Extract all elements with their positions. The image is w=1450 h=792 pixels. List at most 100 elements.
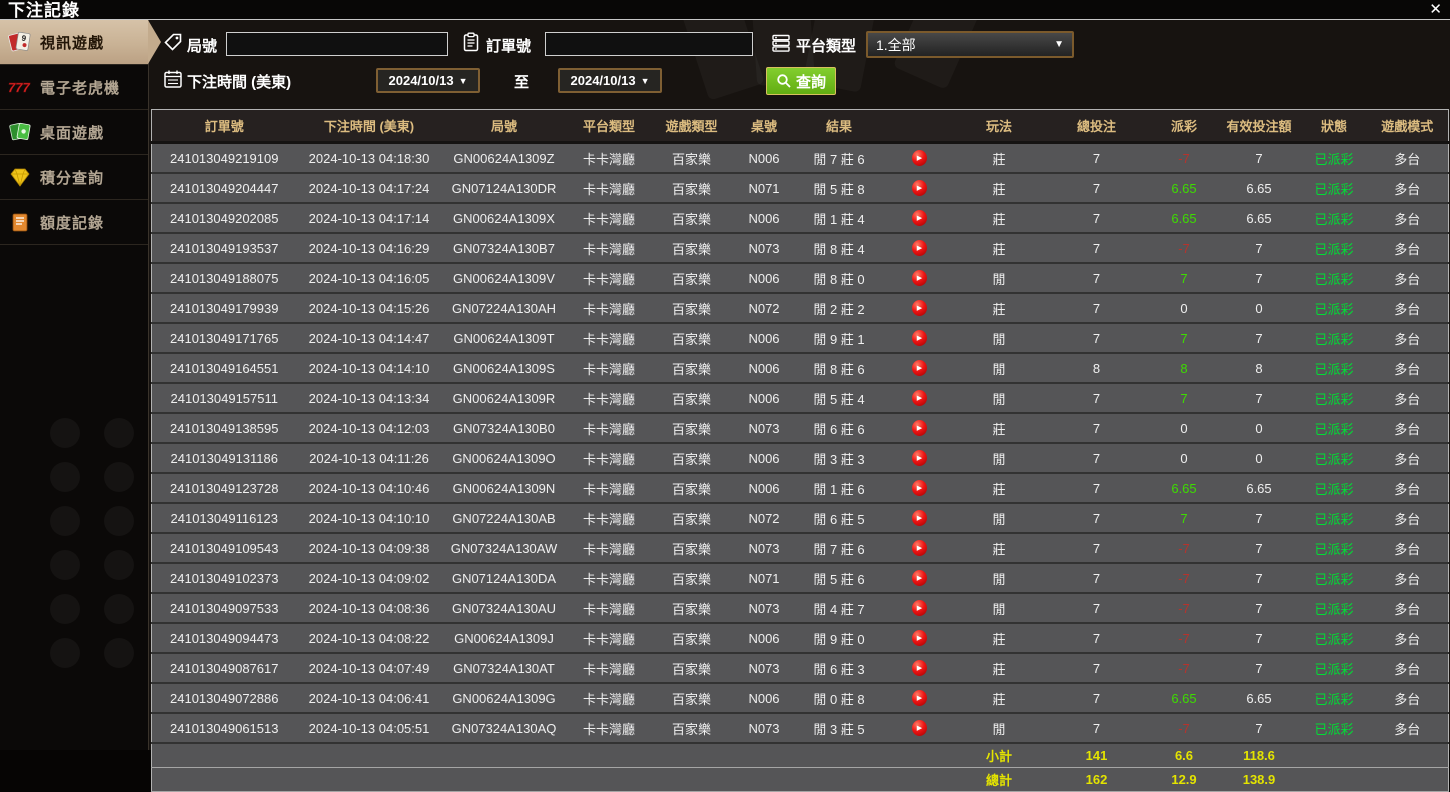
cell-round-no: GN00624A1309T bbox=[441, 323, 567, 354]
cell-table-no: N006 bbox=[731, 473, 797, 504]
cell-platform-type: 卡卡灣廳 bbox=[566, 653, 652, 684]
play-icon: ▶ bbox=[916, 394, 923, 402]
play-button[interactable]: ▶ bbox=[911, 600, 927, 616]
cell-play-type: 莊 bbox=[956, 653, 1042, 684]
cell-status: 已派彩 bbox=[1301, 383, 1367, 414]
cell-valid-bet: 7 bbox=[1216, 503, 1302, 534]
play-button[interactable]: ▶ bbox=[911, 300, 927, 316]
cell-platform-type: 卡卡灣廳 bbox=[566, 623, 652, 654]
table-row: 241013049204447 2024-10-13 04:17:24 GN0712… bbox=[151, 173, 1449, 204]
cell-platform-type: 卡卡灣廳 bbox=[566, 263, 652, 294]
play-button[interactable]: ▶ bbox=[911, 270, 927, 286]
cell-result: 閒 6 莊 6 bbox=[796, 413, 882, 444]
sidebar-item-slots[interactable]: 777 電子老虎機 bbox=[0, 65, 148, 110]
cell-table-no: N006 bbox=[731, 203, 797, 234]
play-button[interactable]: ▶ bbox=[911, 210, 927, 226]
cell-total-bet: 7 bbox=[1041, 563, 1152, 594]
cell-replay: ▶ bbox=[881, 443, 957, 474]
grand-total-valid-bet: 138.9 bbox=[1216, 767, 1302, 792]
cell-play-type: 莊 bbox=[956, 233, 1042, 264]
cell-order-no: 241013049072886 bbox=[151, 683, 297, 714]
column-header: 玩法 bbox=[956, 109, 1042, 144]
cell-game-mode: 多台 bbox=[1366, 142, 1449, 174]
column-header: 訂單號 bbox=[151, 109, 297, 144]
cell-game-type: 百家樂 bbox=[651, 173, 732, 204]
play-button[interactable]: ▶ bbox=[911, 420, 927, 436]
play-button[interactable]: ▶ bbox=[911, 540, 927, 556]
grand-total-spacer bbox=[1301, 767, 1449, 792]
column-header: 局號 bbox=[441, 109, 567, 144]
sidebar-item-credit[interactable]: 額度記錄 bbox=[0, 200, 148, 245]
cell-game-mode: 多台 bbox=[1366, 353, 1449, 384]
date-to-value: 2024/10/13 bbox=[570, 73, 636, 88]
cell-bet-time: 2024-10-13 04:10:10 bbox=[296, 503, 442, 534]
cell-bet-time: 2024-10-13 04:12:03 bbox=[296, 413, 442, 444]
cell-round-no: GN07224A130AH bbox=[441, 293, 567, 324]
cell-bet-time: 2024-10-13 04:13:34 bbox=[296, 383, 442, 414]
cell-result: 閒 9 莊 1 bbox=[796, 323, 882, 354]
cell-order-no: 241013049061513 bbox=[151, 713, 297, 744]
table-row: 241013049131186 2024-10-13 04:11:26 GN0062… bbox=[151, 443, 1449, 474]
play-button[interactable]: ▶ bbox=[911, 720, 927, 736]
cell-result: 閒 4 莊 7 bbox=[796, 593, 882, 624]
play-icon: ▶ bbox=[916, 484, 923, 492]
play-icon: ▶ bbox=[916, 664, 923, 672]
play-button[interactable]: ▶ bbox=[911, 150, 927, 166]
cell-status: 已派彩 bbox=[1301, 683, 1367, 714]
play-button[interactable]: ▶ bbox=[911, 450, 927, 466]
play-button[interactable]: ▶ bbox=[911, 240, 927, 256]
close-button[interactable]: ✕ bbox=[1429, 1, 1442, 18]
cell-valid-bet: 7 bbox=[1216, 383, 1302, 414]
order-filter-label: 訂單號 bbox=[486, 38, 532, 55]
cell-play-type: 莊 bbox=[956, 293, 1042, 324]
platform-select[interactable]: 1.全部 ▼ bbox=[866, 31, 1074, 58]
grand-total-payout: 12.9 bbox=[1151, 767, 1217, 792]
cell-replay: ▶ bbox=[881, 353, 957, 384]
cell-order-no: 241013049138595 bbox=[151, 413, 297, 444]
play-icon: ▶ bbox=[916, 544, 923, 552]
cell-table-no: N006 bbox=[731, 353, 797, 384]
cell-valid-bet: 6.65 bbox=[1216, 203, 1302, 234]
play-button[interactable]: ▶ bbox=[911, 360, 927, 376]
cell-table-no: N006 bbox=[731, 683, 797, 714]
slot-777-icon: 777 bbox=[7, 75, 33, 99]
play-button[interactable]: ▶ bbox=[911, 660, 927, 676]
play-button[interactable]: ▶ bbox=[911, 510, 927, 526]
cell-game-mode: 多台 bbox=[1366, 443, 1449, 474]
table-row: 241013049072886 2024-10-13 04:06:41 GN0062… bbox=[151, 683, 1449, 714]
cell-game-type: 百家樂 bbox=[651, 263, 732, 294]
cell-bet-time: 2024-10-13 04:18:30 bbox=[296, 142, 442, 174]
play-button[interactable]: ▶ bbox=[911, 630, 927, 646]
date-from-picker[interactable]: 2024/10/13 ▼ bbox=[376, 68, 480, 93]
cell-game-mode: 多台 bbox=[1366, 203, 1449, 234]
play-button[interactable]: ▶ bbox=[911, 480, 927, 496]
cell-status: 已派彩 bbox=[1301, 353, 1367, 384]
search-button[interactable]: 查詢 bbox=[766, 67, 837, 95]
play-button[interactable]: ▶ bbox=[911, 690, 927, 706]
sidebar-item-table-games[interactable]: 桌面遊戲 bbox=[0, 110, 148, 155]
cell-table-no: N006 bbox=[731, 443, 797, 474]
cell-replay: ▶ bbox=[881, 653, 957, 684]
play-button[interactable]: ▶ bbox=[911, 330, 927, 346]
date-from-value: 2024/10/13 bbox=[388, 73, 454, 88]
order-number-input[interactable] bbox=[545, 32, 753, 56]
play-button[interactable]: ▶ bbox=[911, 570, 927, 586]
play-button[interactable]: ▶ bbox=[911, 180, 927, 196]
cell-game-mode: 多台 bbox=[1366, 503, 1449, 534]
cell-game-mode: 多台 bbox=[1366, 293, 1449, 324]
cell-status: 已派彩 bbox=[1301, 593, 1367, 624]
play-button[interactable]: ▶ bbox=[911, 390, 927, 406]
sidebar-item-video-games[interactable]: 9 視訊遊戲 bbox=[0, 20, 161, 65]
play-icon: ▶ bbox=[916, 304, 923, 312]
cell-round-no: GN07324A130AU bbox=[441, 593, 567, 624]
cell-total-bet: 7 bbox=[1041, 173, 1152, 204]
date-to-picker[interactable]: 2024/10/13 ▼ bbox=[558, 68, 662, 93]
cell-result: 閒 8 莊 0 bbox=[796, 263, 882, 294]
cell-replay: ▶ bbox=[881, 323, 957, 354]
bet-records-table: 訂單號 下注時間 (美東) 局號 平台類型 遊戲類型 桌號 結果 玩法 總投注 派彩 有效投注額 狀態… bbox=[151, 109, 1449, 792]
round-number-input[interactable] bbox=[226, 32, 448, 56]
cell-valid-bet: 7 bbox=[1216, 533, 1302, 564]
cell-play-type: 莊 bbox=[956, 413, 1042, 444]
sidebar-item-points[interactable]: 積分查詢 bbox=[0, 155, 148, 200]
cell-game-mode: 多台 bbox=[1366, 623, 1449, 654]
